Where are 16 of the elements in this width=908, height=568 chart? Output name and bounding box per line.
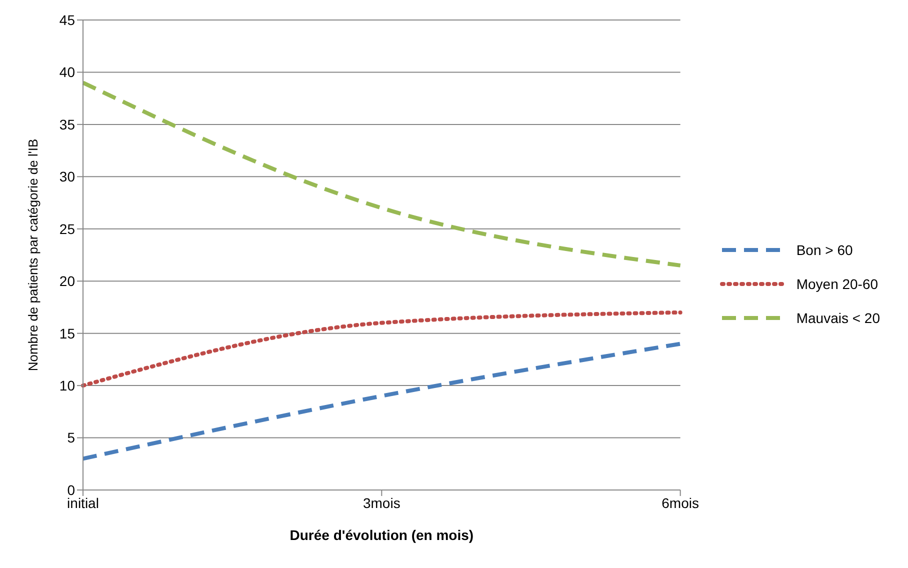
x-tick-label: 6mois [662, 494, 700, 511]
y-tick-label: 35 [59, 116, 76, 132]
legend-label: Mauvais < 20 [796, 309, 880, 328]
y-tick-label: 40 [59, 64, 76, 80]
y-tick-label: 15 [59, 325, 76, 342]
y-tick-label: 30 [59, 168, 76, 185]
legend-label: Bon > 60 [796, 241, 853, 260]
x-axis-title: Durée d'évolution (en mois) [290, 527, 474, 543]
y-tick-label: 45 [59, 12, 76, 28]
y-tick-label: 25 [59, 220, 76, 237]
x-tick-label: 3mois [362, 494, 400, 511]
legend-label: Moyen 20-60 [796, 275, 878, 294]
y-axis-title: Nombre de patients par catégorie de l'IB [26, 138, 41, 372]
y-tick-label: 20 [59, 273, 76, 290]
y-tick-label: 5 [67, 430, 76, 446]
y-tick-label: 10 [59, 378, 76, 394]
